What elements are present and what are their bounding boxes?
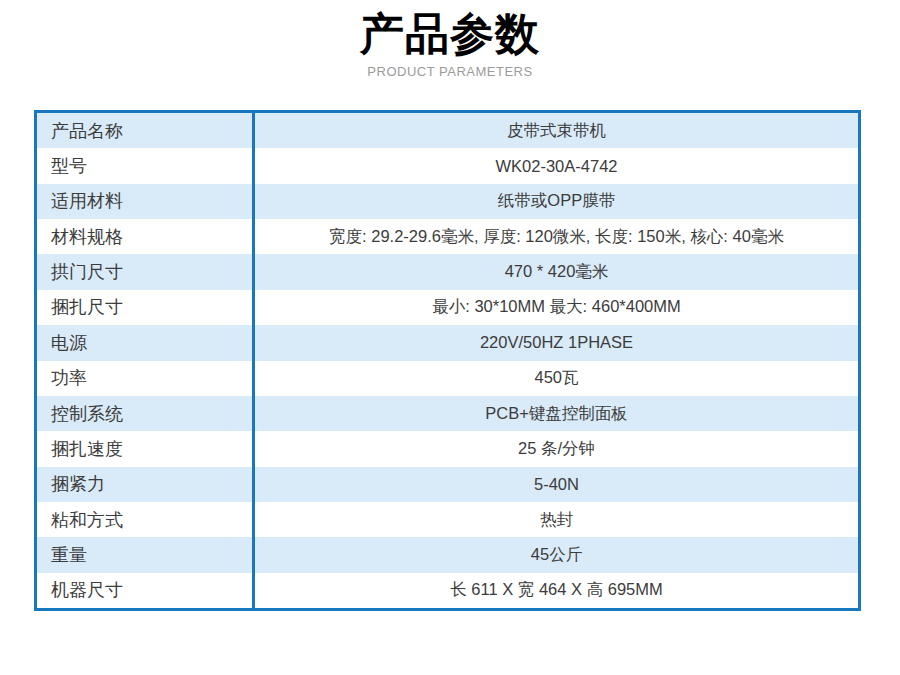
table-row: 拱门尺寸 470 * 420毫米	[37, 254, 858, 289]
param-value: 热封	[255, 502, 858, 537]
table-row: 粘和方式 热封	[37, 502, 858, 537]
param-value: 25 条/分钟	[255, 431, 858, 466]
table-row: 捆扎速度 25 条/分钟	[37, 431, 858, 466]
param-value: 宽度: 29.2-29.6毫米, 厚度: 120微米, 长度: 150米, 核心…	[255, 219, 858, 254]
param-value: 5-40N	[255, 467, 858, 502]
param-value: 470 * 420毫米	[255, 254, 858, 289]
param-label: 产品名称	[37, 113, 255, 148]
table-row: 控制系统 PCB+键盘控制面板	[37, 396, 858, 431]
param-value: 最小: 30*10MM 最大: 460*400MM	[255, 290, 858, 325]
param-value: WK02-30A-4742	[255, 148, 858, 183]
param-label: 控制系统	[37, 396, 255, 431]
param-value: 450瓦	[255, 361, 858, 396]
page-title: 产品参数	[0, 6, 900, 61]
page-header: 产品参数 PRODUCT PARAMETERS	[0, 6, 900, 79]
param-label: 重量	[37, 537, 255, 572]
param-value: PCB+键盘控制面板	[255, 396, 858, 431]
param-label: 拱门尺寸	[37, 254, 255, 289]
product-spec-table: 产品名称 皮带式束带机 型号 WK02-30A-4742 适用材料 纸带或OPP…	[34, 110, 861, 611]
param-label: 捆扎速度	[37, 431, 255, 466]
param-label: 功率	[37, 361, 255, 396]
param-label: 捆扎尺寸	[37, 290, 255, 325]
param-label: 适用材料	[37, 184, 255, 219]
param-value: 皮带式束带机	[255, 113, 858, 148]
param-label: 粘和方式	[37, 502, 255, 537]
table-row: 材料规格 宽度: 29.2-29.6毫米, 厚度: 120微米, 长度: 150…	[37, 219, 858, 254]
table-row: 机器尺寸 长 611 X 宽 464 X 高 695MM	[37, 573, 858, 608]
param-label: 电源	[37, 325, 255, 360]
page-subtitle: PRODUCT PARAMETERS	[0, 64, 900, 79]
param-label: 捆紧力	[37, 467, 255, 502]
table-row: 捆扎尺寸 最小: 30*10MM 最大: 460*400MM	[37, 290, 858, 325]
table-row: 功率 450瓦	[37, 361, 858, 396]
table-row: 适用材料 纸带或OPP膜带	[37, 184, 858, 219]
table-row: 重量 45公斤	[37, 537, 858, 572]
table-row: 电源 220V/50HZ 1PHASE	[37, 325, 858, 360]
table-row: 型号 WK02-30A-4742	[37, 148, 858, 183]
table-row: 产品名称 皮带式束带机	[37, 113, 858, 148]
param-label: 型号	[37, 148, 255, 183]
param-value: 45公斤	[255, 537, 858, 572]
param-value: 长 611 X 宽 464 X 高 695MM	[255, 573, 858, 608]
param-value: 220V/50HZ 1PHASE	[255, 325, 858, 360]
param-label: 材料规格	[37, 219, 255, 254]
param-label: 机器尺寸	[37, 573, 255, 608]
param-value: 纸带或OPP膜带	[255, 184, 858, 219]
table-row: 捆紧力 5-40N	[37, 467, 858, 502]
